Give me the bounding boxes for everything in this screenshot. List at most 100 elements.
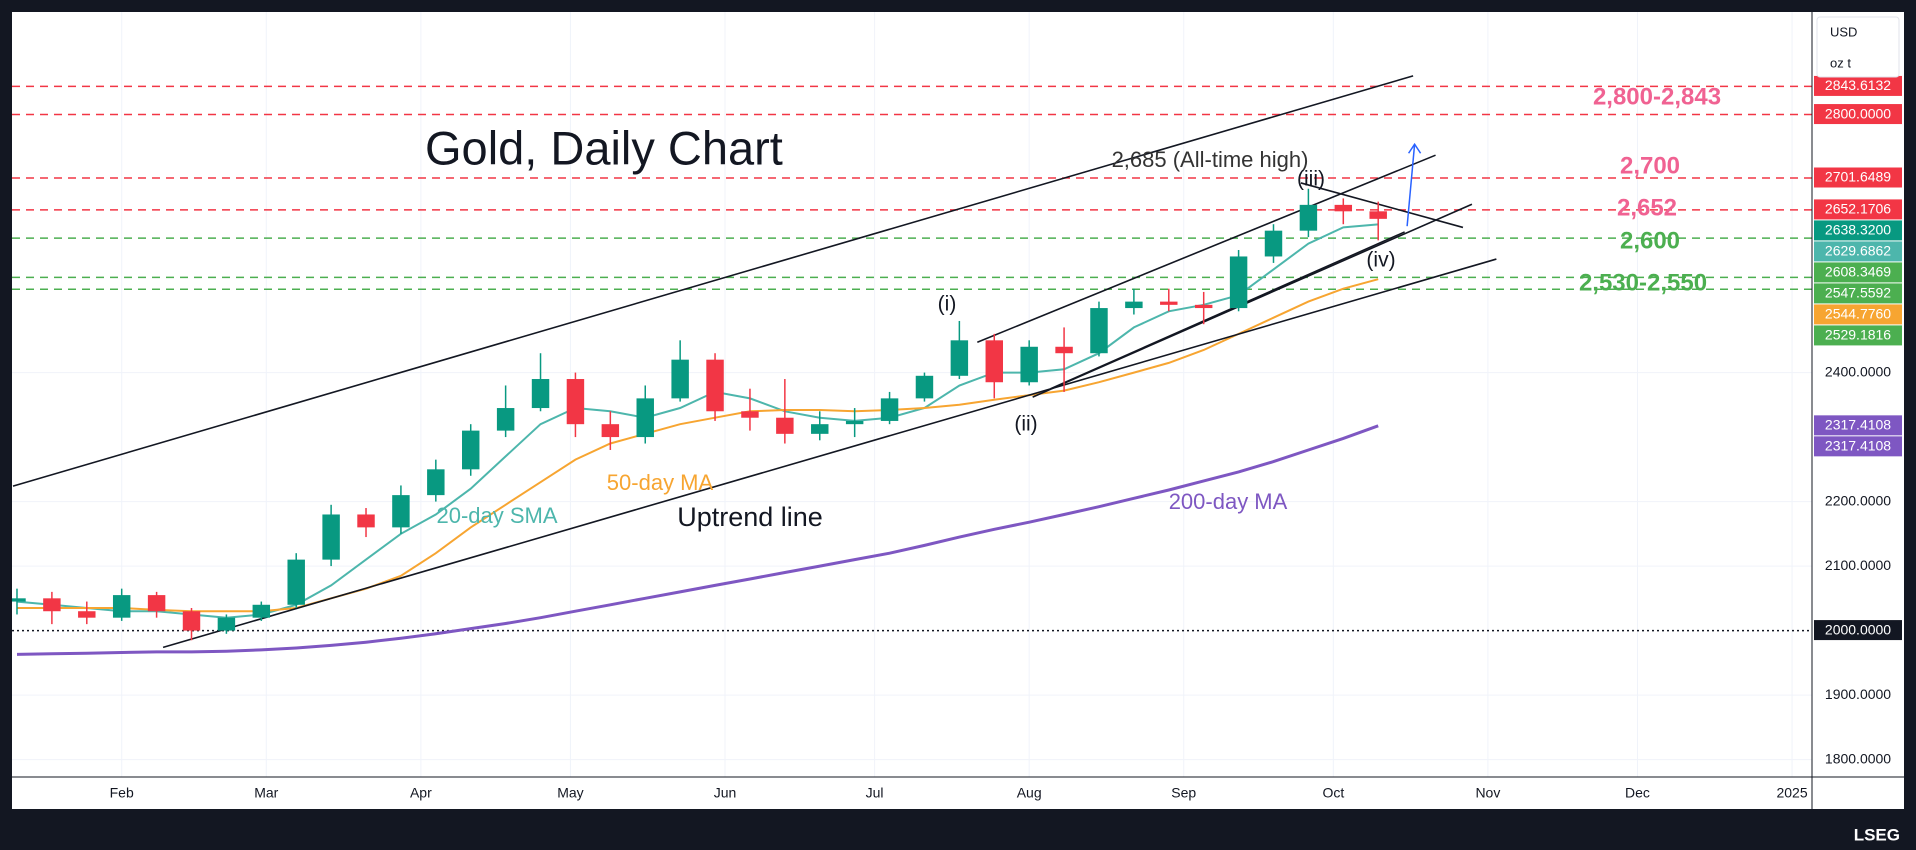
levels (12, 85, 1812, 632)
annotation: 2,530-2,550 (1579, 269, 1707, 296)
candle-body (1160, 301, 1178, 305)
x-tick-label: Jul (866, 785, 884, 801)
y-tick-label: 1800.0000 (1825, 750, 1891, 766)
price-label: 2652.1706 (1825, 201, 1891, 217)
candle-body (357, 514, 375, 528)
series-label: 50-day MA (607, 470, 714, 495)
x-tick-label: 2025 (1776, 785, 1807, 801)
candle-body (322, 514, 340, 560)
price-label: 2317.4108 (1825, 438, 1891, 454)
price-label-box (1814, 283, 1902, 304)
candle-body (741, 411, 759, 418)
candle-body (217, 617, 236, 631)
x-tick-label: Feb (110, 785, 134, 801)
x-tick-label: Jun (714, 785, 737, 801)
unit-box (1816, 16, 1900, 78)
grid (12, 12, 1812, 777)
candle-body (950, 340, 969, 376)
candle-body (427, 469, 445, 496)
candle-body (1229, 256, 1248, 309)
candle-body (985, 340, 1003, 383)
candle-body (706, 359, 724, 412)
price-label-box (1814, 325, 1902, 346)
price-label-box (1814, 415, 1902, 436)
candle-body (1369, 211, 1387, 219)
price-label: 2800.0000 (1825, 105, 1891, 121)
candle-body (182, 611, 201, 631)
annotation: 2,685 (All-time high) (1112, 147, 1309, 172)
price-label-box (1814, 167, 1902, 188)
candle-body (78, 611, 96, 618)
annotation: 2,800-2,843 (1593, 83, 1721, 110)
candle-body (1090, 308, 1108, 354)
candle-body (1334, 204, 1353, 212)
candle-body (112, 595, 131, 618)
candle-body (1020, 346, 1038, 383)
x-tick-label: Nov (1475, 785, 1500, 801)
x-tick-label: Aug (1017, 785, 1042, 801)
source: LSEG (1854, 825, 1900, 844)
candle-body (915, 375, 934, 399)
candle-body (845, 420, 864, 425)
price-label: 2317.4108 (1825, 417, 1891, 433)
trend-line (1050, 231, 1405, 390)
candle-body (1299, 204, 1318, 231)
annotation: (iii) (1297, 168, 1325, 191)
candle-body (12, 598, 26, 602)
candle-body (462, 430, 480, 470)
candle-body (1125, 301, 1143, 309)
price-label: 2547.5592 (1825, 285, 1891, 301)
annotation: (i) (938, 293, 957, 316)
ma-line (16, 223, 1379, 619)
x-tick-label: May (557, 785, 583, 801)
candle-body (1055, 346, 1073, 354)
annotation: 2,600 (1620, 227, 1680, 254)
price-label: 2000.0000 (1825, 621, 1891, 637)
candle-body (671, 359, 689, 399)
price-label: 2544.7760 (1825, 306, 1891, 322)
y-tick-label: 1900.0000 (1825, 686, 1891, 702)
unit: oz t (1830, 55, 1851, 70)
x-tick-label: Dec (1625, 785, 1650, 801)
price-label-box (1814, 620, 1902, 641)
candle-body (566, 379, 585, 425)
annotation: Uptrend line (677, 502, 823, 532)
price-label: 2629.6862 (1825, 243, 1891, 259)
annotation: (ii) (1014, 413, 1037, 436)
ma-line (17, 278, 1379, 613)
labels: Feb Mar Apr May Jun Jul Aug Sep Oct Nov Dec 2025 180… (110, 75, 1902, 801)
candle-body (496, 408, 515, 431)
candle-body (147, 595, 166, 612)
candle-body (1194, 304, 1213, 309)
x-tick-label: Sep (1171, 785, 1196, 801)
price-label: 2608.3469 (1825, 264, 1891, 280)
panel (12, 12, 1904, 809)
price-label-box (1814, 75, 1902, 96)
annotation: 2,700 (1620, 152, 1680, 179)
candle-body (880, 398, 899, 421)
price-label-box (1814, 304, 1902, 325)
y-tick-label: 2400.0000 (1825, 363, 1891, 379)
price-label-box (1814, 436, 1902, 457)
price-label-box (1814, 104, 1902, 125)
x-tick-label: Apr (410, 785, 432, 801)
plot (12, 75, 1497, 656)
price-label-box (1814, 199, 1902, 220)
trend-line (12, 75, 1414, 487)
trend-line (1300, 182, 1464, 229)
projection-arrow (1406, 144, 1416, 227)
candle-body (636, 398, 654, 438)
candle-body (601, 424, 620, 438)
series-label: 200-day MA (1169, 489, 1288, 514)
x-tick-label: Oct (1322, 785, 1344, 801)
price-label: 2638.3200 (1825, 222, 1891, 238)
ma-line (16, 424, 1379, 656)
annotation: 2,652 (1617, 194, 1677, 221)
chart-title: Gold, Daily Chart (425, 121, 783, 174)
candle-body (1264, 230, 1283, 257)
price-label: 2843.6132 (1825, 77, 1891, 93)
trend-line (162, 258, 1497, 649)
y-tick-label: 2200.0000 (1825, 492, 1891, 508)
price-label-box (1814, 241, 1902, 262)
